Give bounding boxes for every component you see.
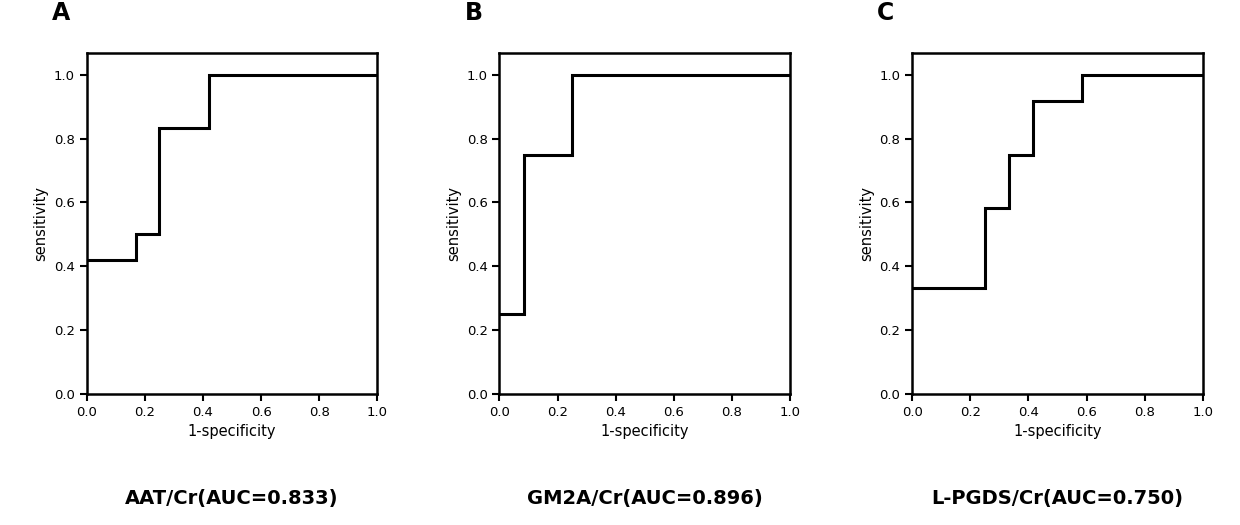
Text: B: B: [465, 1, 482, 25]
X-axis label: 1-specificity: 1-specificity: [600, 424, 689, 439]
Text: L-PGDS/Cr(AUC=0.750): L-PGDS/Cr(AUC=0.750): [931, 489, 1183, 508]
Y-axis label: sensitivity: sensitivity: [859, 186, 874, 260]
Text: AAT/Cr(AUC=0.833): AAT/Cr(AUC=0.833): [125, 489, 339, 508]
Text: C: C: [878, 1, 894, 25]
Text: A: A: [52, 1, 71, 25]
Y-axis label: sensitivity: sensitivity: [446, 186, 461, 260]
X-axis label: 1-specificity: 1-specificity: [188, 424, 277, 439]
Y-axis label: sensitivity: sensitivity: [33, 186, 48, 260]
Text: GM2A/Cr(AUC=0.896): GM2A/Cr(AUC=0.896): [527, 489, 763, 508]
X-axis label: 1-specificity: 1-specificity: [1013, 424, 1101, 439]
